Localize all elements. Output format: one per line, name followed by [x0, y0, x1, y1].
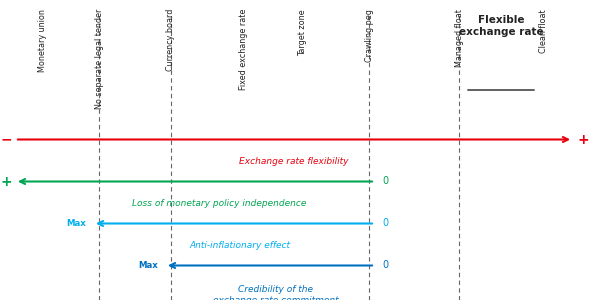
Text: No separate legal tender: No separate legal tender	[95, 9, 104, 109]
Text: 0: 0	[382, 260, 388, 271]
Text: Crawling peg: Crawling peg	[365, 9, 373, 62]
Text: 0: 0	[382, 218, 388, 229]
Text: Target zone: Target zone	[299, 9, 308, 56]
Text: Flexible
exchange rate: Flexible exchange rate	[458, 15, 544, 38]
Text: Loss of monetary policy independence: Loss of monetary policy independence	[132, 200, 306, 208]
Text: Fixed exchange rate: Fixed exchange rate	[239, 9, 248, 90]
Text: Max: Max	[66, 219, 86, 228]
Text: Managed float: Managed float	[455, 9, 464, 67]
Text: 0: 0	[382, 176, 388, 187]
Text: −: −	[0, 133, 12, 146]
Text: +: +	[578, 133, 590, 146]
Text: Max: Max	[138, 261, 158, 270]
Text: Currency board: Currency board	[166, 9, 175, 71]
Text: Monetary union: Monetary union	[38, 9, 47, 72]
Text: Anti-inflationary effect: Anti-inflationary effect	[190, 242, 290, 250]
Text: Clean float: Clean float	[539, 9, 548, 52]
Text: +: +	[0, 175, 12, 188]
Text: Credibility of the
exchange rate commitment: Credibility of the exchange rate commitm…	[213, 285, 339, 300]
Text: Exchange rate flexibility: Exchange rate flexibility	[239, 158, 349, 166]
